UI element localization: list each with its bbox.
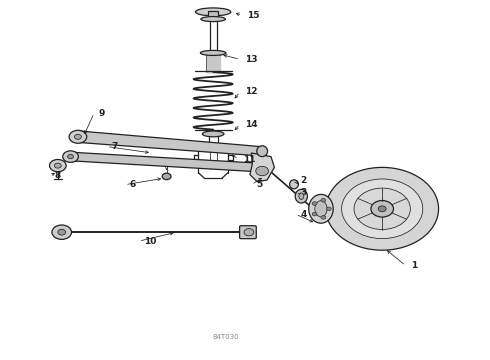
Text: 11: 11	[244, 154, 256, 163]
Circle shape	[326, 207, 331, 211]
Circle shape	[162, 173, 171, 180]
Text: 84T030: 84T030	[212, 334, 239, 339]
Circle shape	[312, 202, 317, 205]
Ellipse shape	[196, 8, 231, 16]
Text: 14: 14	[245, 120, 258, 129]
Circle shape	[58, 229, 66, 235]
Ellipse shape	[257, 146, 268, 157]
Text: 15: 15	[247, 10, 260, 19]
Circle shape	[321, 198, 326, 202]
Text: 10: 10	[144, 237, 156, 246]
Ellipse shape	[309, 194, 333, 223]
Circle shape	[244, 229, 254, 236]
Circle shape	[378, 206, 386, 212]
Circle shape	[49, 159, 66, 172]
Circle shape	[256, 166, 269, 176]
Text: 13: 13	[245, 55, 258, 64]
Polygon shape	[73, 152, 257, 172]
Circle shape	[321, 216, 326, 219]
Ellipse shape	[315, 201, 327, 217]
Ellipse shape	[202, 131, 224, 137]
Text: 4: 4	[300, 210, 307, 219]
Polygon shape	[250, 153, 274, 182]
Circle shape	[354, 188, 411, 230]
Ellipse shape	[201, 17, 225, 22]
Circle shape	[74, 134, 81, 139]
Text: 9: 9	[99, 109, 105, 117]
Text: 8: 8	[55, 171, 61, 180]
Circle shape	[52, 225, 72, 239]
FancyBboxPatch shape	[240, 226, 256, 239]
Bar	[208, 11, 218, 17]
Text: 5: 5	[256, 180, 263, 189]
Text: 2: 2	[300, 176, 307, 185]
Ellipse shape	[200, 50, 226, 55]
Ellipse shape	[290, 180, 298, 189]
Circle shape	[69, 130, 87, 143]
Text: 6: 6	[130, 180, 136, 189]
Text: 1: 1	[411, 261, 417, 270]
Circle shape	[54, 163, 61, 168]
Ellipse shape	[299, 193, 304, 199]
Ellipse shape	[295, 189, 308, 203]
Circle shape	[312, 212, 317, 216]
Circle shape	[68, 154, 74, 159]
Polygon shape	[80, 131, 260, 156]
Circle shape	[371, 201, 393, 217]
Polygon shape	[207, 56, 220, 72]
Circle shape	[63, 151, 78, 162]
Text: 7: 7	[112, 142, 118, 151]
Text: 3: 3	[300, 188, 307, 197]
Circle shape	[342, 179, 423, 239]
Circle shape	[326, 167, 439, 250]
Text: 12: 12	[245, 87, 258, 96]
